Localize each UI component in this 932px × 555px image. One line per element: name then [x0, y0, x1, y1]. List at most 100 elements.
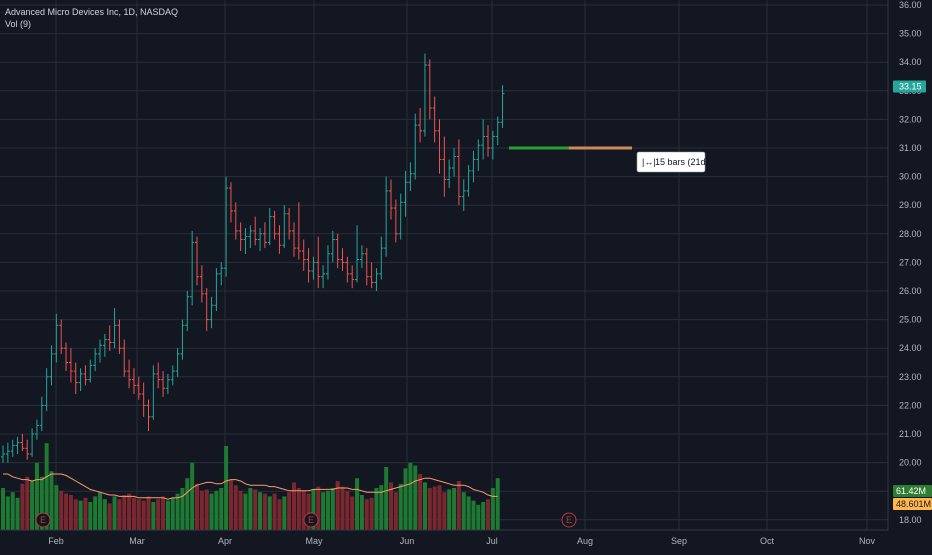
volume-bar	[398, 483, 403, 530]
volume-bar	[301, 490, 306, 530]
price-tick-label: 22.00	[899, 400, 922, 410]
volume-bar	[190, 462, 195, 530]
volume-bar	[490, 488, 495, 530]
volume-bar	[180, 488, 185, 530]
projection-label-box[interactable]: |↔| 15 bars (21d)	[636, 151, 709, 173]
price-tick-label: 34.00	[899, 57, 922, 67]
ohlc-bar	[59, 319, 64, 354]
bars-projection[interactable]: |↔| 15 bars (21d)	[509, 146, 709, 173]
ohlc-bar	[345, 256, 350, 283]
volume-bar	[379, 485, 384, 530]
volume-indicator-label[interactable]: Vol (9)	[5, 19, 32, 29]
volume-bar	[267, 496, 272, 530]
volume-bar	[107, 503, 112, 530]
ohlc-bar	[456, 139, 461, 206]
earnings-marker[interactable]: E	[35, 512, 51, 528]
projection-label-bg	[636, 151, 706, 173]
volume-bar	[316, 486, 321, 530]
last-price-tag-bg	[893, 80, 926, 93]
volume-bar	[355, 478, 360, 530]
volume-bar	[277, 499, 282, 530]
ohlc-bar	[233, 202, 238, 240]
ohlc-bar	[228, 182, 233, 223]
ohlc-bar	[272, 210, 277, 240]
volume-bar	[422, 482, 427, 530]
ohlc-bar	[248, 225, 253, 249]
time-tick-label: Sep	[671, 536, 687, 546]
ohlc-bar	[117, 319, 122, 354]
price-tick-label: 24.00	[899, 343, 922, 353]
ohlc-bar	[403, 170, 408, 217]
ohlc-bar	[25, 439, 30, 460]
earnings-marker[interactable]: E	[303, 512, 319, 528]
time-tick-label: Jun	[400, 536, 415, 546]
ohlc-bar	[73, 362, 78, 394]
volume-bar	[93, 496, 98, 530]
volume-bar	[447, 489, 452, 530]
volume-bar	[253, 489, 258, 530]
ohlc-bar	[131, 368, 136, 394]
price-tick-label: 18.00	[899, 515, 922, 525]
ohlc-bar	[93, 348, 98, 372]
ohlc-bar	[282, 205, 287, 249]
volume-bar	[112, 496, 117, 530]
ohlc-bar	[224, 176, 229, 277]
price-tags: 33.15 61.42M 48.601M	[893, 80, 932, 510]
volume-bar	[88, 502, 93, 530]
axes[interactable]: 18.0019.0020.0021.0022.0023.0024.0025.00…	[0, 0, 922, 546]
volume-ma-polyline	[3, 473, 498, 500]
earnings-marker[interactable]: E	[561, 512, 577, 528]
price-tick-label: 32.00	[899, 114, 922, 124]
ohlc-bar	[209, 296, 214, 329]
price-tick-label: 35.00	[899, 29, 922, 39]
volume-bar	[165, 500, 170, 530]
price-tick-label: 21.00	[899, 429, 922, 439]
volume-bar	[325, 490, 330, 530]
volume-tag: 48.601M	[896, 499, 931, 509]
volume-bar	[282, 496, 287, 530]
time-tick-label: Mar	[129, 536, 145, 546]
volume-bar	[495, 478, 500, 530]
volume-bar	[345, 490, 350, 530]
volume-bar	[131, 497, 136, 530]
volume-bar	[296, 488, 301, 530]
ohlc-bar	[214, 268, 219, 312]
volume-bar	[330, 488, 335, 530]
ohlc-bar	[379, 236, 384, 280]
volume-bar	[78, 500, 83, 530]
ohlc-bar	[156, 362, 161, 389]
volume-bar	[151, 502, 156, 530]
ohlc-bar	[78, 368, 83, 392]
ohlc-bar	[355, 225, 360, 283]
ohlc-bar	[170, 365, 175, 386]
price-tick-label: 27.00	[899, 257, 922, 267]
ohlc-bar	[389, 179, 393, 220]
volume-bar	[44, 443, 49, 530]
volume-bar	[272, 493, 277, 530]
ohlc-bar	[204, 288, 209, 332]
volume-bar	[117, 499, 122, 530]
volume-bar	[432, 486, 437, 530]
ohlc-bar	[49, 345, 54, 386]
ohlc-bar	[486, 125, 490, 157]
earnings-label: E	[40, 515, 46, 525]
volume-bar	[452, 488, 457, 530]
volume-bar	[136, 499, 141, 530]
time-tick-label: Jul	[486, 536, 498, 546]
earnings-label: E	[566, 515, 572, 525]
ohlc-bar	[311, 256, 316, 280]
time-tick-label: Nov	[859, 536, 876, 546]
symbol-title[interactable]: Advanced Micro Devices Inc, 1D, NASDAQ	[5, 7, 179, 17]
ohlc-bar	[466, 165, 471, 197]
volume-bar	[214, 490, 219, 530]
ohlc-bar	[258, 228, 263, 251]
ohlc-bar	[161, 371, 166, 397]
volume-bar	[321, 492, 326, 530]
ohlc-bar	[83, 365, 88, 386]
ohlc-bar	[321, 265, 326, 289]
volume-bar	[486, 499, 490, 530]
ohlc-bar	[330, 230, 335, 263]
